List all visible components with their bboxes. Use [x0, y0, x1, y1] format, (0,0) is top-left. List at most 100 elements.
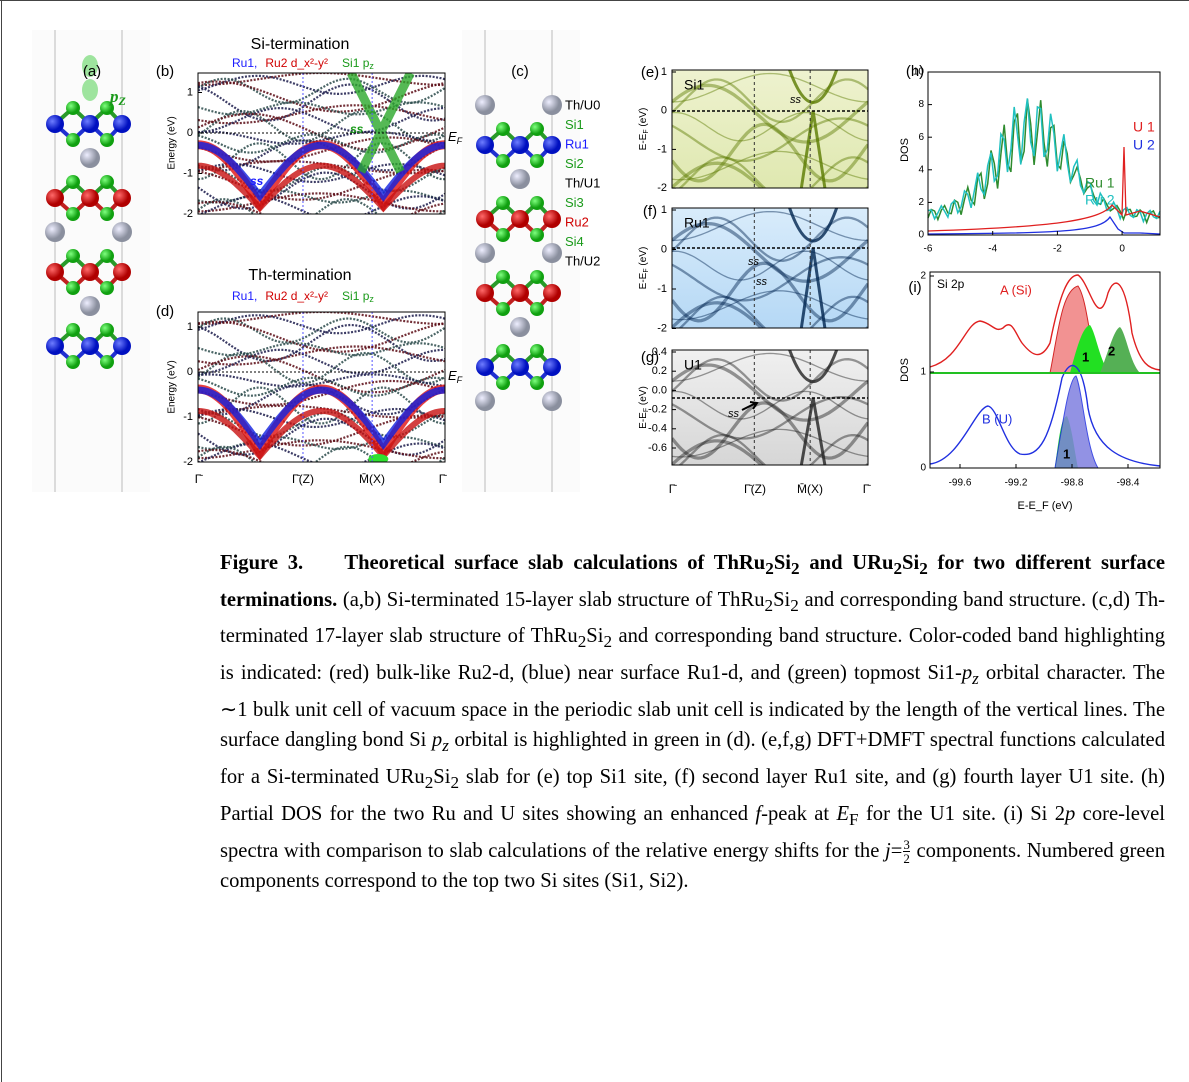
- caption-subscript: F: [849, 809, 859, 829]
- atom: [496, 344, 510, 358]
- atom: [66, 323, 80, 337]
- atom: [100, 323, 114, 337]
- orbital-label: pZ: [108, 87, 127, 108]
- atom: [66, 281, 80, 295]
- y-tick-label: 1: [661, 204, 667, 216]
- x-tick-label: 0: [1119, 244, 1125, 255]
- frame-line: [1, 0, 2, 1082]
- plot-background: [672, 208, 868, 328]
- atom: [543, 210, 561, 228]
- y-tick-label: 4: [918, 164, 924, 175]
- band: [198, 376, 445, 397]
- y-tick-label: -0.2: [648, 404, 667, 416]
- atom: [113, 263, 131, 281]
- caption-italic: E: [836, 802, 850, 825]
- layer-label: Ru1: [565, 136, 589, 151]
- spectral-band: [678, 433, 868, 465]
- fermi-label: EF: [448, 129, 463, 146]
- x-tick-label: Γ̄: [669, 482, 678, 496]
- bands: [198, 312, 445, 480]
- spectral-band: [672, 150, 868, 181]
- orbital-subscript: Z: [118, 94, 127, 108]
- caption-subscript: 2: [603, 632, 613, 652]
- atom: [66, 175, 80, 189]
- atom: [530, 270, 544, 284]
- atom: [475, 243, 495, 263]
- atom: [542, 243, 562, 263]
- annotation-arrow: [741, 401, 759, 411]
- panel-label: (c): [511, 63, 529, 80]
- fraction-denominator: 2: [903, 851, 910, 867]
- band: [198, 80, 445, 113]
- atom: [496, 270, 510, 284]
- legend: Ru1, Ru2 d_x²-y² Si1 pz: [232, 289, 374, 304]
- spectral-band: [672, 396, 868, 440]
- y-tick-label: 1: [661, 66, 667, 78]
- atom: [81, 189, 99, 207]
- atom: [543, 358, 561, 376]
- caption-subscript: 2: [919, 559, 928, 579]
- band: [198, 468, 445, 480]
- panel-label: (e): [641, 64, 659, 81]
- dos-curve: [927, 146, 1161, 232]
- plot-frame: [671, 69, 869, 189]
- caption-subscript: 2: [424, 773, 434, 793]
- panel-background: [32, 30, 150, 492]
- caption-subscript: 2: [577, 632, 587, 652]
- axis-label: E-EF (eV): [638, 247, 650, 290]
- y-tick-label: 1: [187, 321, 193, 333]
- x-tick-label: M̄(X): [359, 472, 385, 486]
- component-label: 1: [1063, 446, 1070, 461]
- y-tick-label: -1: [657, 283, 667, 295]
- plot-frame: [929, 271, 1161, 469]
- band: [198, 442, 445, 462]
- component: [1070, 325, 1110, 373]
- y-tick-label: 6: [918, 132, 924, 143]
- atom: [81, 263, 99, 281]
- y-tick-label: -0.4: [648, 423, 667, 435]
- x-tick-label: -98.8: [1061, 478, 1084, 489]
- atom: [46, 337, 64, 355]
- atom: [66, 249, 80, 263]
- caption-text: Si: [773, 552, 792, 574]
- legend-entry: U 1: [1133, 119, 1155, 135]
- axis-label: Energy (eV): [167, 116, 178, 169]
- spectral-plot: [671, 207, 869, 329]
- atom: [543, 284, 561, 302]
- dos-curve: [929, 274, 1161, 371]
- x-tick-label: Γ̄: [863, 482, 872, 496]
- y-tick-label: -2: [657, 322, 667, 334]
- axis-label: E-EF (eV): [638, 108, 650, 151]
- layer-label: Si4: [565, 234, 584, 249]
- y-tick-label: 0: [661, 243, 667, 255]
- atom: [476, 210, 494, 228]
- spectral-band: [672, 439, 868, 465]
- band: [198, 171, 445, 210]
- caption-text: for two different surface terminations.: [220, 552, 1166, 611]
- y-tick-label: -1: [183, 411, 193, 423]
- band: [198, 312, 445, 326]
- spectral-band: [678, 156, 868, 188]
- plot-background: [672, 350, 868, 465]
- atom: [475, 391, 495, 411]
- legend-entry: Ru1,: [232, 56, 257, 70]
- band: [198, 345, 445, 366]
- layer-label: Si3: [565, 195, 584, 210]
- axis-subscript: F: [643, 408, 650, 412]
- spectral-band: [672, 72, 868, 103]
- atom: [542, 95, 562, 115]
- caption-text: and corresponding band structure. Color-…: [220, 625, 1165, 685]
- caption-italic: p: [431, 729, 443, 752]
- x-tick-label: Γ̄(Z): [292, 472, 314, 486]
- atom: [80, 148, 100, 168]
- spectral-band: [672, 117, 868, 163]
- annotation: ss: [756, 276, 768, 288]
- panel-label: (f): [643, 203, 657, 220]
- spectral-band: [672, 78, 868, 124]
- fraction-numerator: 3: [903, 837, 910, 853]
- panel-label: (g): [641, 349, 659, 366]
- fermi-subscript: F: [457, 375, 463, 385]
- atom: [530, 376, 544, 390]
- plot-frame: [671, 349, 869, 466]
- axis-label: DOS: [899, 138, 911, 162]
